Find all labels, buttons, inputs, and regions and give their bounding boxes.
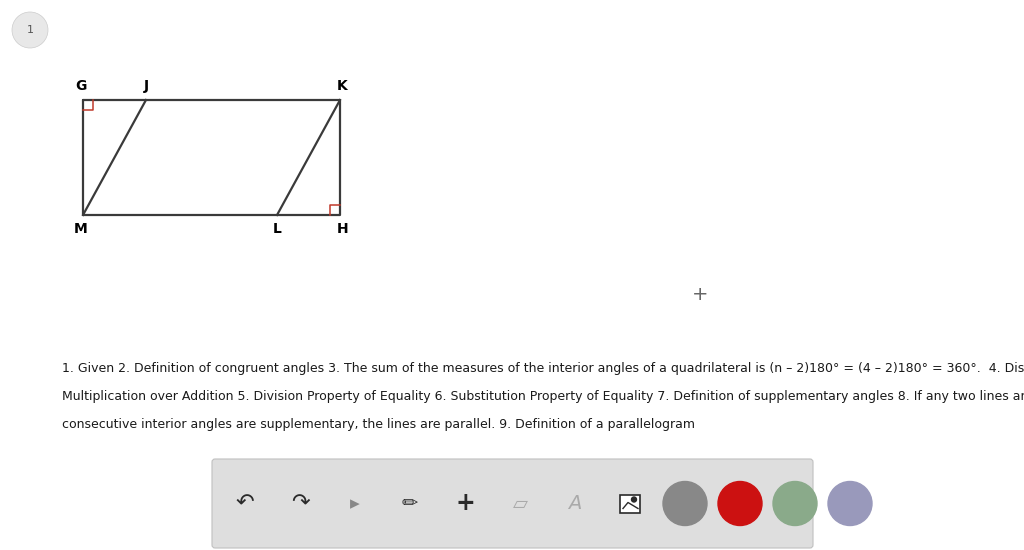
FancyBboxPatch shape xyxy=(212,459,813,548)
Text: +: + xyxy=(692,285,709,305)
Text: K: K xyxy=(337,79,347,93)
Circle shape xyxy=(718,481,762,525)
Text: +: + xyxy=(455,492,475,515)
Circle shape xyxy=(828,481,872,525)
FancyBboxPatch shape xyxy=(620,494,640,513)
Text: G: G xyxy=(75,79,87,93)
Text: ↷: ↷ xyxy=(291,493,309,514)
Text: J: J xyxy=(143,79,148,93)
Text: 1. Given 2. Definition of congruent angles 3. The sum of the measures of the int: 1. Given 2. Definition of congruent angl… xyxy=(62,362,1024,375)
Text: L: L xyxy=(272,222,282,236)
Text: consecutive interior angles are supplementary, the lines are parallel. 9. Defini: consecutive interior angles are suppleme… xyxy=(62,418,695,431)
Circle shape xyxy=(632,497,637,502)
Circle shape xyxy=(12,12,48,48)
Text: H: H xyxy=(336,222,348,236)
Circle shape xyxy=(663,481,707,525)
Text: Multiplication over Addition 5. Division Property of Equality 6. Substitution Pr: Multiplication over Addition 5. Division… xyxy=(62,390,1024,403)
Text: M: M xyxy=(74,222,88,236)
Text: ✏: ✏ xyxy=(401,494,418,513)
Text: ↶: ↶ xyxy=(236,493,254,514)
Text: ▱: ▱ xyxy=(512,494,527,513)
Text: ▸: ▸ xyxy=(350,494,359,513)
Circle shape xyxy=(773,481,817,525)
Text: 1: 1 xyxy=(27,25,34,35)
Text: A: A xyxy=(568,494,582,513)
